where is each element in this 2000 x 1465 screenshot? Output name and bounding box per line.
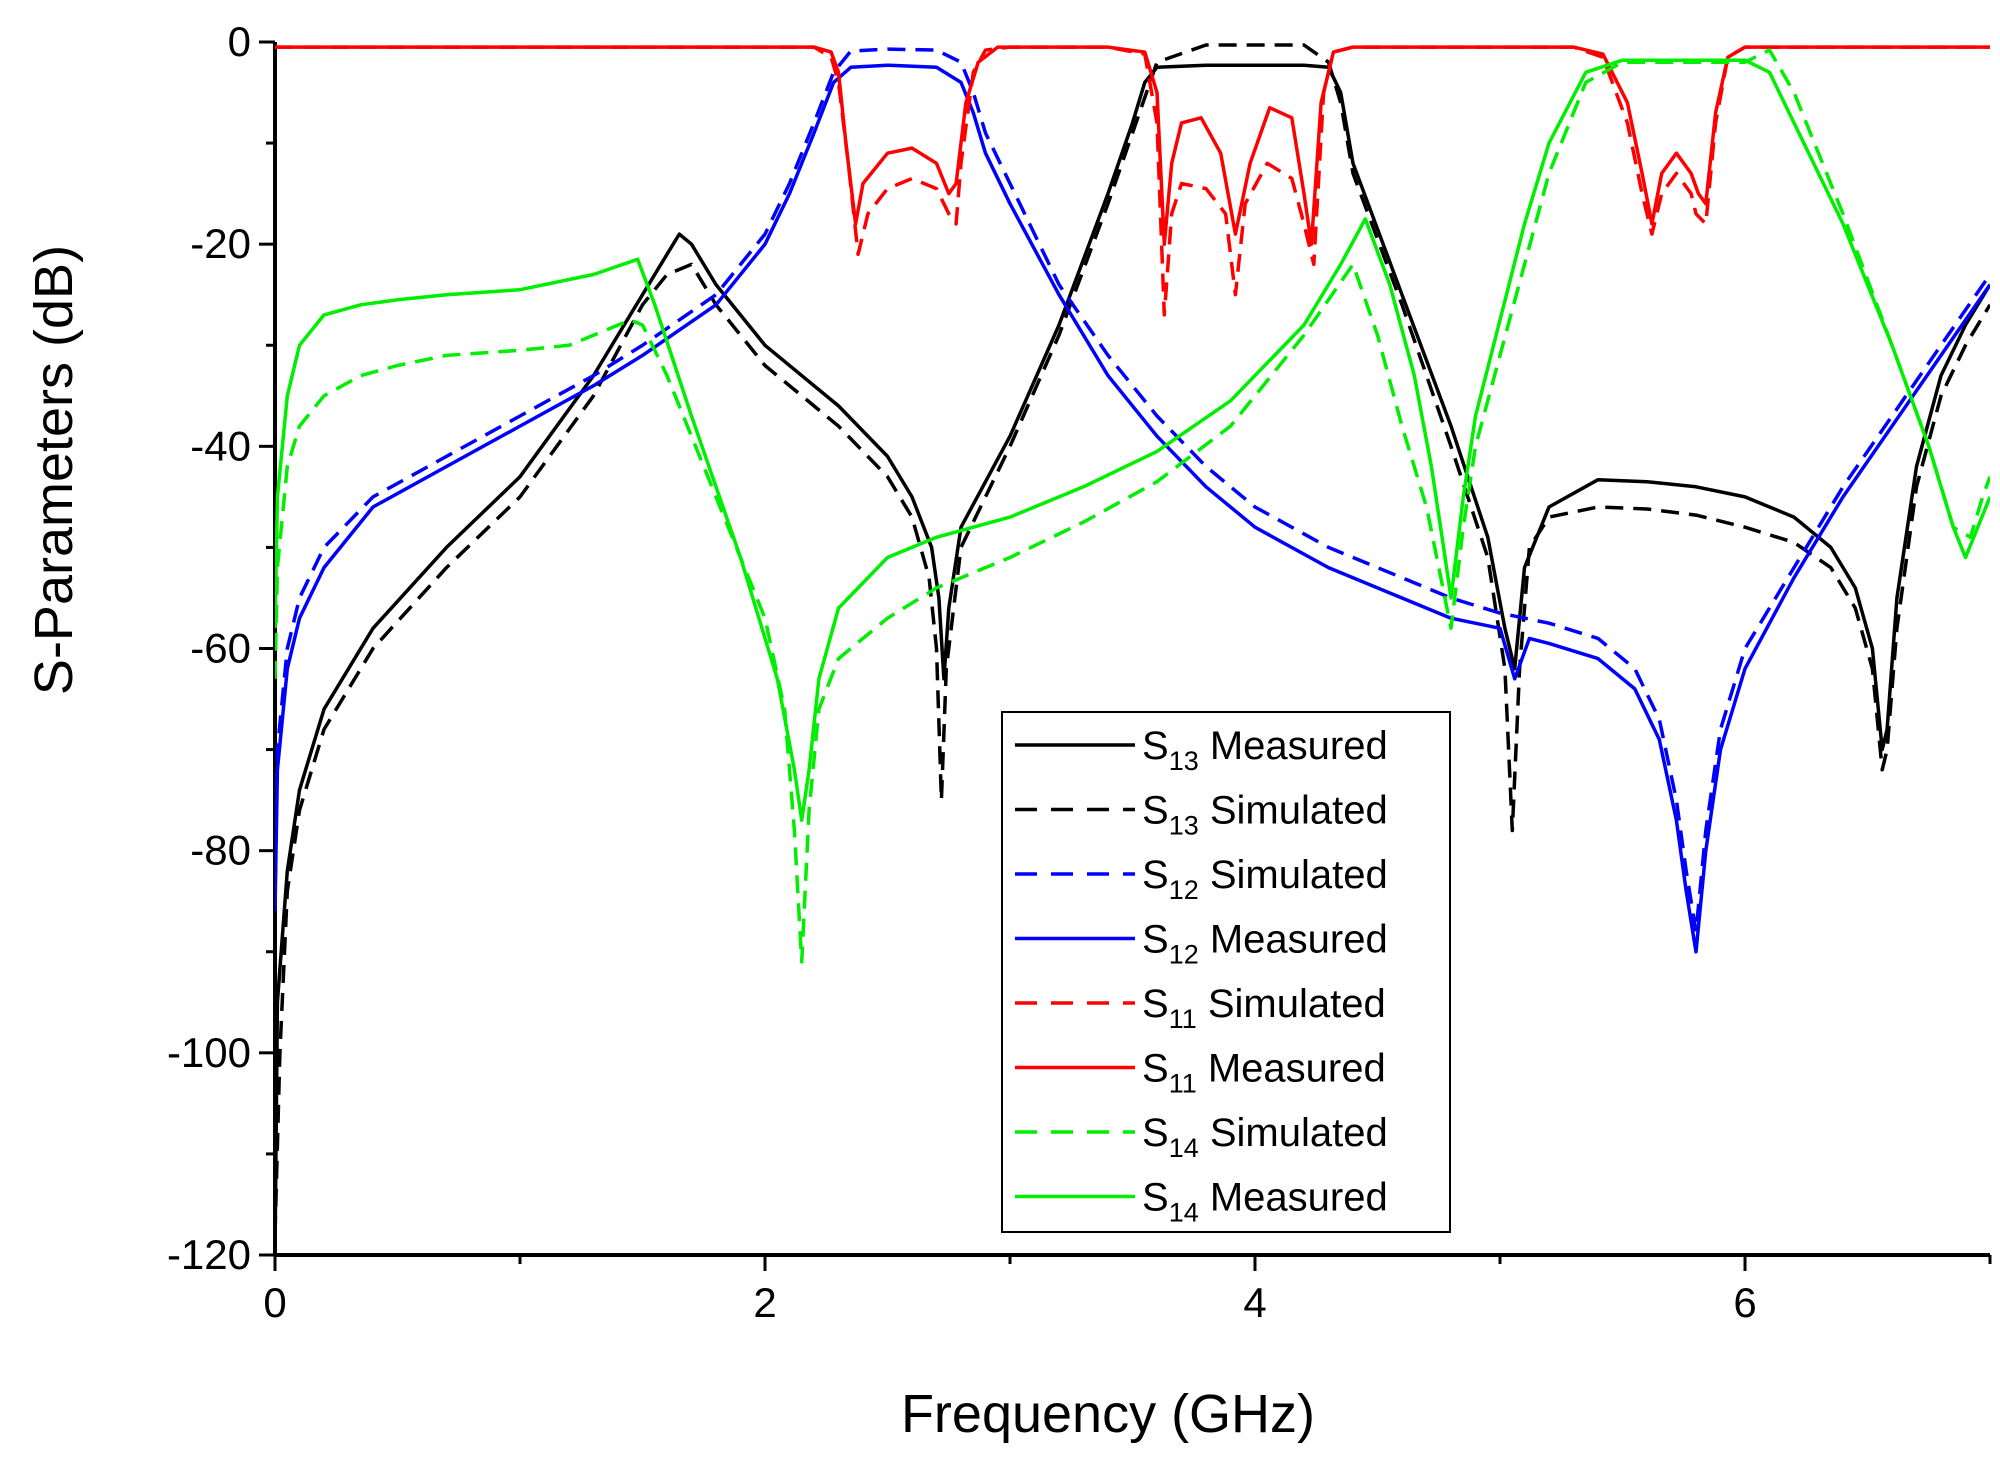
legend-label: S12 Simulated <box>1142 853 1388 905</box>
x-tick-label: 2 <box>753 1279 776 1326</box>
legend-label: S12 Measured <box>1142 918 1388 970</box>
plot-curves <box>275 43 1990 1255</box>
y-tick-label: -40 <box>190 422 251 469</box>
x-tick-label: 0 <box>263 1279 286 1326</box>
legend-box <box>1001 711 1451 1233</box>
series-line-s14-simulated <box>275 48 1990 964</box>
legend-label: S11 Simulated <box>1142 982 1386 1034</box>
y-tick-label: -120 <box>167 1231 251 1278</box>
x-axis-ticks: 0 2 4 6 <box>263 1255 1992 1326</box>
series-line-s14-measured <box>275 58 1990 823</box>
legend-label: S13 Measured <box>1142 724 1388 776</box>
legend-label: S13 Simulated <box>1142 789 1388 841</box>
legend-label: S14 Measured <box>1142 1176 1388 1228</box>
y-tick-label: -100 <box>167 1029 251 1076</box>
series-line-s11-measured <box>275 45 1990 246</box>
x-tick-label: 4 <box>1243 1279 1266 1326</box>
series-line-s13-simulated <box>275 43 1990 1235</box>
y-tick-label: -60 <box>190 625 251 672</box>
x-axis-title: Frequency (GHz) <box>901 1384 1315 1444</box>
y-tick-label: 0 <box>228 18 251 65</box>
legend: S13 Measured S13 Simulated S12 Simulated S1… <box>1001 711 1451 1233</box>
legend-label: S14 Simulated <box>1142 1111 1388 1163</box>
series-line-s11-simulated <box>275 45 1990 317</box>
legend-label: S11 Measured <box>1142 1047 1386 1099</box>
x-tick-label: 6 <box>1733 1279 1756 1326</box>
y-axis-title: S-Parameters (dB) <box>24 245 84 695</box>
series-line-s12-simulated <box>275 47 1990 934</box>
y-axis-ticks: 0 -20 -40 -60 -80 -100 -120 <box>167 18 275 1278</box>
y-tick-label: -80 <box>190 827 251 874</box>
series-line-s12-measured <box>275 63 1990 954</box>
y-tick-label: -20 <box>190 220 251 267</box>
